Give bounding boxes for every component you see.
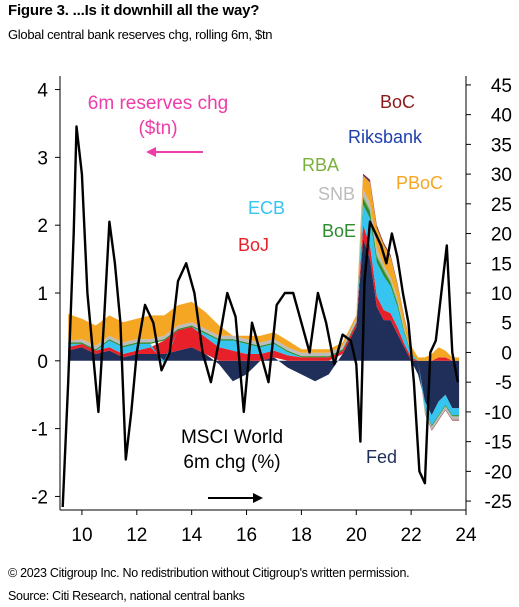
x-tick-label: 10 (71, 525, 92, 546)
reserves-chart: 43210-1-2454035302520151050-5-10-15-20-2… (31, 76, 512, 546)
legend-boj: BoJ (238, 235, 269, 255)
left-tick-label: 0 (37, 352, 48, 373)
area-pboc (68, 175, 460, 361)
msci-line (61, 125, 459, 508)
msci-line-group (61, 125, 459, 508)
right-tick-label: 5 (501, 314, 512, 335)
x-tick-label: 16 (236, 525, 257, 546)
area-boj (68, 225, 460, 361)
stacked-areas (68, 173, 460, 431)
x-tick-label: 14 (181, 525, 203, 546)
legend-riksbank: Riksbank (348, 127, 423, 147)
source-note: Source: Citi Research, national central … (8, 589, 245, 603)
left-arrow-icon (146, 147, 203, 157)
right-tick-label: 35 (491, 135, 512, 156)
right-tick-label: 30 (491, 165, 512, 186)
x-tick-label: 12 (126, 525, 147, 546)
legend-pboc: PBoC (396, 173, 443, 193)
left-tick-label: 2 (37, 216, 48, 237)
right-tick-label: -15 (485, 433, 512, 454)
right-tick-label: -20 (485, 462, 512, 483)
figure-subtitle: Global central bank reserves chg, rollin… (8, 27, 273, 42)
right-tick-label: 0 (501, 343, 512, 364)
left-tick-label: 3 (37, 148, 48, 169)
x-tick-label: 18 (291, 525, 312, 546)
left-tick-label: -1 (31, 420, 48, 441)
right-tick-label: -25 (485, 492, 512, 513)
legend-snb: SNB (318, 184, 355, 204)
right-arrow-icon (208, 493, 263, 503)
left-tick-label: 4 (37, 81, 48, 102)
right-tick-label: -5 (495, 373, 512, 394)
right-tick-label: 25 (491, 195, 512, 216)
legend-boe: BoE (322, 221, 356, 241)
msci-annotation-line2: 6m chg (%) (183, 452, 280, 473)
copyright-note: © 2023 Citigroup Inc. No redistribution … (8, 566, 410, 580)
legend-rba: RBA (302, 155, 339, 175)
legend-fed: Fed (366, 447, 397, 467)
right-tick-label: 45 (491, 76, 512, 97)
legend-ecb: ECB (248, 198, 285, 218)
right-tick-label: 40 (491, 106, 512, 127)
figure-title: Figure 3. ...Is it downhill all the way? (8, 2, 260, 19)
area-fed (68, 238, 460, 416)
reserves-annotation-line1: 6m reserves chg (88, 93, 228, 114)
x-tick-label: 24 (455, 525, 477, 546)
tick-labels: 43210-1-2454035302520151050-5-10-15-20-2… (31, 76, 512, 546)
left-tick-label: -2 (31, 487, 48, 508)
right-tick-label: 15 (491, 254, 512, 275)
x-tick-label: 20 (346, 525, 367, 546)
msci-annotation-line1: MSCI World (181, 427, 283, 448)
legend-boc: BoC (380, 92, 415, 112)
x-tick-label: 22 (401, 525, 422, 546)
right-tick-label: -10 (485, 403, 512, 424)
reserves-annotation-line2: ($tn) (138, 118, 177, 139)
right-tick-label: 10 (491, 284, 512, 305)
left-tick-label: 1 (37, 284, 48, 305)
right-tick-label: 20 (491, 225, 512, 246)
